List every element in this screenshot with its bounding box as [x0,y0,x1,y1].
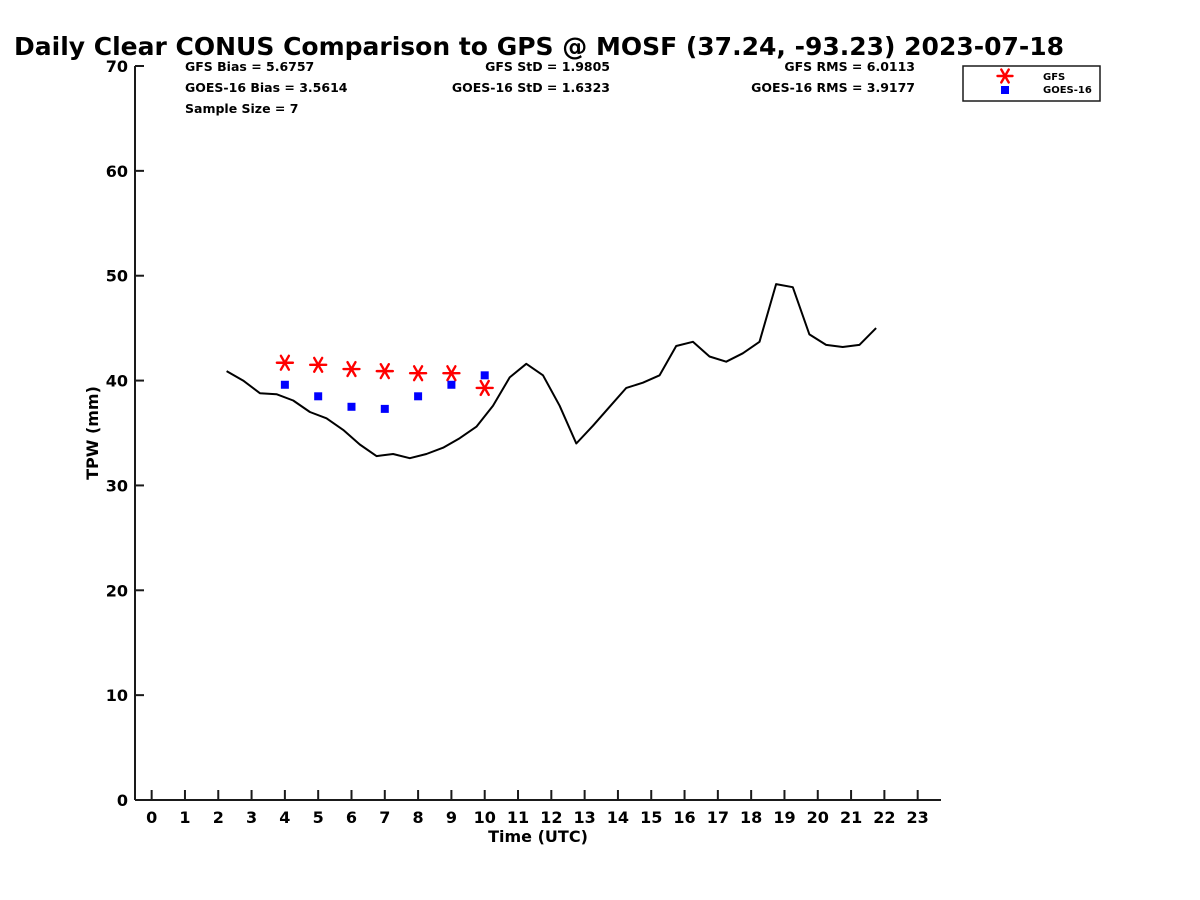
stat-goes-bias: GOES-16 Bias = 3.5614 [185,80,348,95]
legend-box [962,65,1101,102]
y-tick-label: 40 [106,372,128,391]
x-tick-label: 19 [773,808,795,827]
gfs-point [308,356,328,373]
goes16-point [480,371,489,380]
x-axis-label: Time (UTC) [488,827,588,846]
chart-title: Daily Clear CONUS Comparison to GPS @ MO… [14,32,1064,61]
legend-gfs-symbol [996,68,1014,84]
x-tick-label: 9 [446,808,457,827]
x-tick-label: 23 [907,808,929,827]
goes16-point [414,392,423,401]
gfs-point [475,379,494,397]
x-tick-label: 8 [413,808,424,827]
x-tick-label: 7 [379,808,390,827]
x-tick-label: 16 [673,808,695,827]
plot-area [226,283,877,460]
gfs-point [275,354,295,371]
y-ticks: 0 10 20 30 40 50 60 70 [106,57,144,810]
gfs-point [342,360,361,378]
x-tick-label: 2 [213,808,224,827]
stat-gfs-std: GFS StD = 1.9805 [485,59,610,74]
y-tick-label: 30 [106,476,128,495]
x-tick-label: 4 [279,808,290,827]
stat-goes-std: GOES-16 StD = 1.6323 [452,80,610,95]
y-tick-label: 0 [117,791,128,810]
x-tick-label: 10 [474,808,496,827]
legend-gfs-label: GFS [1043,72,1065,83]
goes16-point [347,402,356,411]
x-ticks: 0 1 2 3 4 5 6 7 8 9 10 11 12 13 14 15 16 17 18 19 20 21 22 23 [146,790,929,827]
legend: GFS GOES-16 [962,65,1101,102]
goes16-point [380,404,389,413]
goes16-point [280,380,289,389]
x-tick-label: 22 [873,808,895,827]
y-axis-label: TPW (mm) [83,386,102,480]
stat-goes-rms: GOES-16 RMS = 3.9177 [751,80,915,95]
gfs-point [442,365,461,382]
legend-goes16-marker [1001,86,1009,94]
x-tick-label: 21 [840,808,862,827]
x-tick-label: 5 [313,808,324,827]
goes16-point [314,392,323,401]
x-tick-label: 0 [146,808,157,827]
x-tick-label: 1 [179,808,190,827]
x-tick-label: 15 [640,808,662,827]
x-tick-label: 13 [573,808,595,827]
gps-tpw-line [226,283,877,460]
gfs-point [408,365,428,382]
y-tick-label: 50 [106,267,128,286]
gfs-point [375,363,394,380]
legend-gfs-marker [996,68,1014,84]
x-tick-label: 3 [246,808,257,827]
y-tick-label: 60 [106,162,128,181]
x-tick-label: 20 [807,808,829,827]
legend-goes16-label: GOES-16 [1043,85,1092,96]
y-tick-label: 10 [106,686,128,705]
x-tick-label: 12 [540,808,562,827]
stat-gfs-bias: GFS Bias = 5.6757 [185,59,314,74]
stats-annotations: GFS Bias = 5.6757 GOES-16 Bias = 3.5614 … [185,59,915,116]
x-tick-label: 6 [346,808,357,827]
x-tick-label: 11 [507,808,529,827]
x-tick-label: 17 [707,808,729,827]
x-tick-label: 14 [607,808,629,827]
stat-gfs-rms: GFS RMS = 6.0113 [784,59,915,74]
stat-sample-size: Sample Size = 7 [185,101,298,116]
y-tick-label: 20 [106,581,128,600]
x-tick-label: 18 [740,808,762,827]
axes [134,66,941,801]
goes16-point [447,380,456,389]
y-tick-label: 70 [106,57,128,76]
legend-goes16-symbol [1001,86,1009,94]
